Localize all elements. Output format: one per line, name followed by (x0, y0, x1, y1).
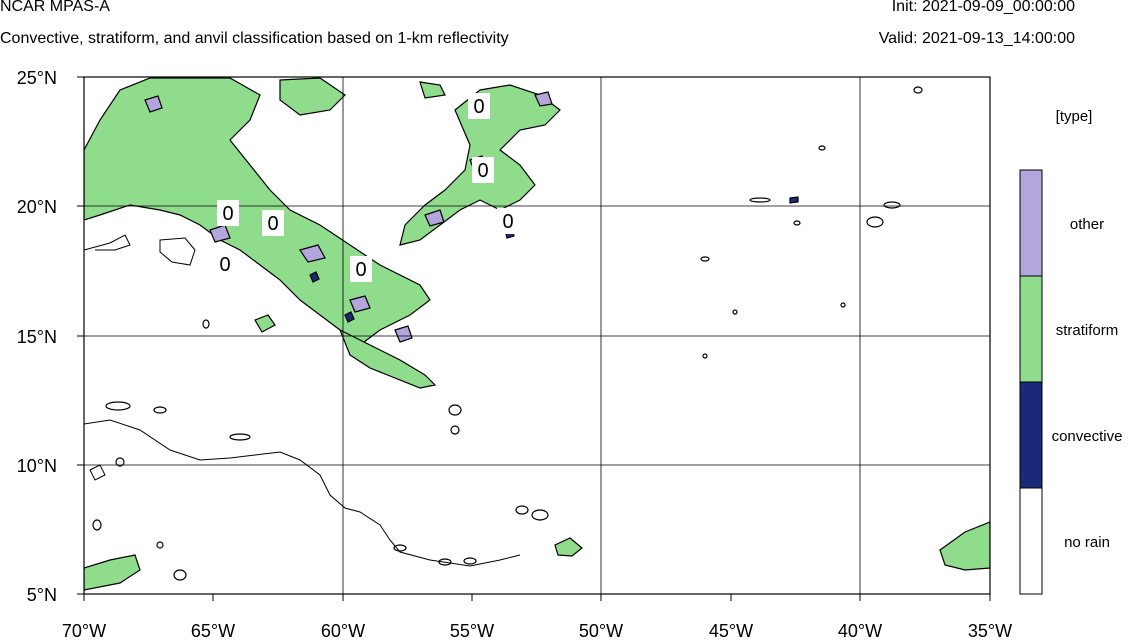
axis-ticks (77, 76, 991, 601)
other-region (534, 91, 553, 107)
lon-tick-label: 60°W (321, 621, 365, 641)
lat-tick-label: 10°N (17, 456, 57, 476)
other-region (299, 244, 326, 263)
legend-swatch-other (1019, 169, 1043, 277)
other-region (209, 224, 231, 243)
lon-tick-label: 40°W (838, 621, 882, 641)
lat-tick-label: 5°N (27, 585, 57, 605)
lat-tick-label: 20°N (17, 197, 57, 217)
stratiform-region (84, 77, 431, 346)
contour-labels: 0 0 0 0 0 0 0 (214, 93, 519, 282)
lon-tick-label: 35°W (968, 621, 1012, 641)
other-region (349, 295, 371, 313)
other-region (394, 325, 413, 343)
contour-label: 0 (468, 93, 490, 119)
map-plot-area (84, 77, 990, 594)
legend-label: stratiform (1056, 322, 1119, 339)
legend: [type] other stratiform convective no ra… (1019, 108, 1123, 595)
lon-tick-label: 55°W (450, 621, 494, 641)
lat-tick-label: 15°N (17, 327, 57, 347)
stratiform-region (84, 554, 141, 591)
legend-swatch-convective (1019, 381, 1043, 489)
contour-label: 0 (472, 157, 494, 183)
svg-text:0: 0 (477, 160, 488, 182)
stratiform-region (279, 77, 346, 116)
map-title: NCAR MPAS-A (0, 0, 110, 15)
init-time: Init: 2021-09-09_00:00:00 (891, 0, 1075, 15)
stratiform-region (554, 537, 583, 557)
svg-text:0: 0 (355, 259, 366, 281)
legend-swatch-stratiform (1019, 275, 1043, 383)
legend-swatch-no-rain (1019, 487, 1043, 595)
map-gridlines (84, 77, 990, 594)
svg-text:0: 0 (502, 211, 513, 233)
lon-tick-label: 65°W (191, 621, 235, 641)
contour-label: 0 (217, 200, 239, 226)
lon-tick-labels: 70°W 65°W 60°W 55°W 50°W 45°W 40°W 35°W (62, 621, 1012, 641)
other-region (144, 95, 163, 113)
legend-title: [type] (1056, 108, 1093, 125)
convective-cell (789, 196, 799, 204)
legend-label: convective (1052, 428, 1123, 445)
lon-tick-label: 70°W (62, 621, 106, 641)
svg-text:0: 0 (267, 213, 278, 235)
svg-text:0: 0 (219, 254, 230, 276)
lon-tick-label: 50°W (579, 621, 623, 641)
lon-tick-label: 45°W (709, 621, 753, 641)
stratiform-region (338, 328, 437, 389)
contour-label: 0 (350, 256, 372, 282)
stratiform-region (419, 81, 446, 99)
map-subtitle: Convective, stratiform, and anvil classi… (0, 30, 509, 47)
convective-cell (309, 271, 320, 283)
convective-cell (344, 311, 355, 323)
isolated-echoes (92, 86, 923, 581)
contour-label: 0 (497, 208, 519, 234)
valid-time: Valid: 2021-09-13_14:00:00 (878, 30, 1075, 47)
lat-tick-labels: 25°N 20°N 15°N 10°N 5°N (17, 68, 57, 605)
contour-label: 0 (262, 210, 284, 236)
svg-text:0: 0 (473, 96, 484, 118)
lat-tick-label: 25°N (17, 68, 57, 88)
svg-text:0: 0 (222, 203, 233, 225)
coastline (84, 234, 521, 567)
legend-label: other (1070, 216, 1104, 233)
stratiform-region (254, 314, 276, 333)
contour-label: 0 (214, 251, 236, 277)
other-region (424, 209, 445, 227)
legend-label: no rain (1064, 534, 1110, 551)
stratiform-region (939, 521, 990, 571)
